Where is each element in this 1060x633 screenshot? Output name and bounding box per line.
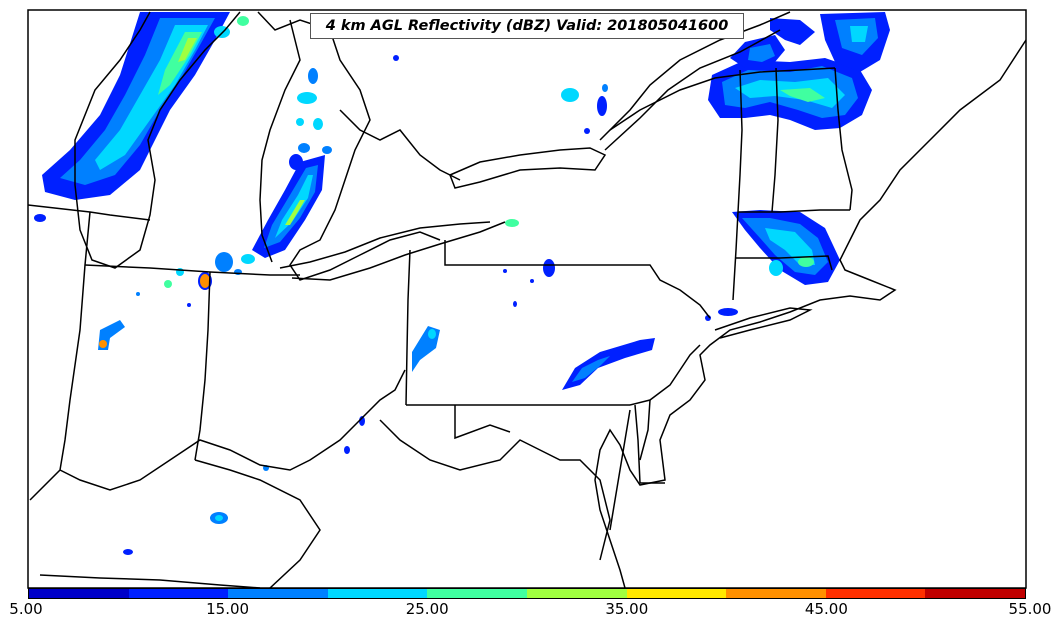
colorbar-tick-label: 45.00 xyxy=(804,600,848,618)
colorbar-tick-label: 25.00 xyxy=(405,600,449,618)
st-lawrence-south xyxy=(604,29,781,151)
boundary-lines xyxy=(28,11,1026,588)
map-title: 4 km AGL Reflectivity (dBZ) Valid: 20180… xyxy=(310,13,744,39)
border-virginia-west-virginia xyxy=(379,419,611,561)
border-new-hampshire-maine xyxy=(834,67,853,211)
border-connecticut-massachusetts xyxy=(736,255,833,271)
colorbar-segment xyxy=(825,589,926,598)
echo-cluster-pennsylvania xyxy=(503,219,655,390)
lake-michigan-shore xyxy=(74,11,241,269)
colorbar-segment xyxy=(228,589,328,598)
colorbar xyxy=(28,588,1026,599)
lake-ontario xyxy=(449,147,607,189)
lake-erie-south xyxy=(291,221,506,281)
colorbar-segment xyxy=(427,589,527,598)
colorbar-segment xyxy=(128,589,229,598)
georgian-bay xyxy=(339,109,461,181)
border-canada-new-york xyxy=(609,67,836,131)
colorbar-segment xyxy=(526,589,627,598)
border-vermont-new-hampshire xyxy=(771,67,779,213)
delaware-bay xyxy=(639,399,651,461)
border-new-york-vermont xyxy=(732,69,743,301)
border-delaware xyxy=(634,404,665,484)
michigan-west-shore xyxy=(259,19,301,263)
border-new-york-pennsylvania xyxy=(444,240,711,319)
border-wisconsin-michigan xyxy=(28,204,151,221)
border-tennessee-kentucky xyxy=(39,574,261,588)
colorbar-segment xyxy=(29,589,129,598)
echo-cluster-lake-michigan xyxy=(34,12,249,222)
long-island xyxy=(714,307,813,339)
colorbar-tick-label: 35.00 xyxy=(605,600,649,618)
border-massachusetts-north xyxy=(738,209,850,213)
echo-cluster-lower-michigan xyxy=(136,68,332,307)
lake-erie-north xyxy=(279,221,491,269)
colorbar-tick-label: 5.00 xyxy=(9,600,43,618)
border-kentucky-virginia xyxy=(194,459,321,588)
colorbar-segment xyxy=(626,589,727,598)
colorbar-segment xyxy=(925,589,1025,598)
colorbar-tick-label: 15.00 xyxy=(206,600,250,618)
echo-cluster-new-england xyxy=(705,12,890,321)
border-indiana-ohio xyxy=(194,271,211,461)
border-maryland-panhandle xyxy=(454,405,511,440)
atlantic-coastline xyxy=(594,39,1026,588)
echo-cluster-quebec xyxy=(393,20,608,134)
colorbar-segment xyxy=(726,589,826,598)
border-pennsylvania-new-jersey xyxy=(629,344,701,406)
radar-echo-layer xyxy=(34,12,890,555)
chesapeake-bay xyxy=(609,409,631,531)
colorbar-tick-label: 55.00 xyxy=(1008,600,1052,618)
border-ohio-pennsylvania xyxy=(405,249,411,406)
echo-cluster-midwest xyxy=(98,320,440,555)
st-lawrence-river xyxy=(599,11,791,141)
border-ohio-river xyxy=(59,369,406,491)
colorbar-segment xyxy=(327,589,428,598)
